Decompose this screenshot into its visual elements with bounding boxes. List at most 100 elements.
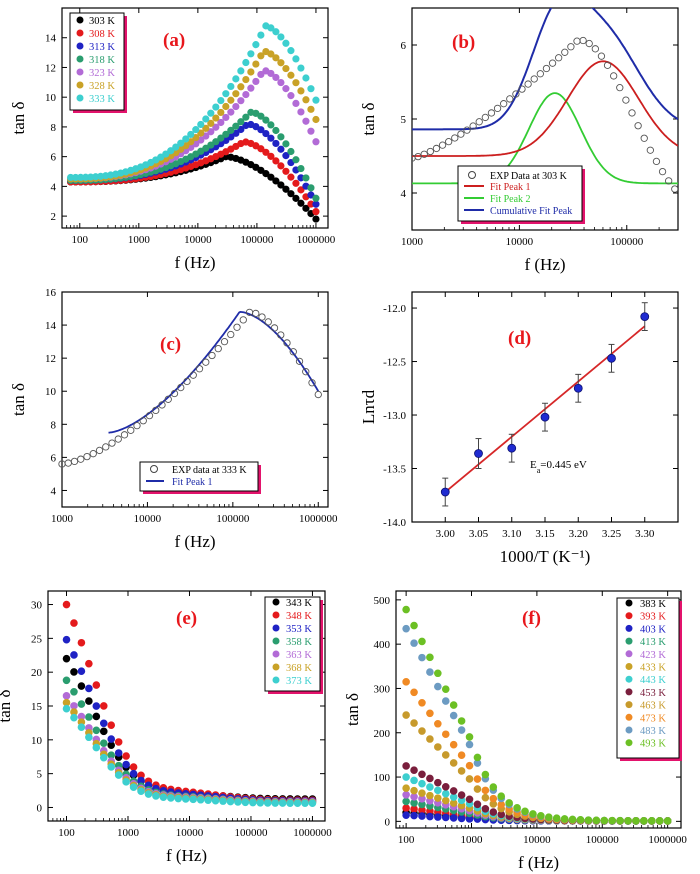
x-tick-label: 1000000 (297, 234, 336, 246)
data-point (292, 194, 300, 202)
data-point (287, 71, 295, 79)
y-tick-label: 5 (37, 769, 43, 781)
data-point (518, 85, 526, 93)
data-point (77, 667, 86, 676)
data-point (77, 455, 85, 463)
x-tick-label: 10000 (176, 827, 204, 839)
data-point (441, 751, 450, 759)
x-tick-label: 1000 (461, 834, 484, 846)
y-tick-label: 14 (45, 33, 57, 45)
data-point (62, 704, 71, 713)
data-point (307, 105, 315, 113)
data-point (286, 799, 294, 807)
x-axis-title: f (Hz) (174, 253, 215, 272)
fit-peak-2-line (412, 92, 678, 185)
legend-marker (76, 29, 84, 37)
data-point (465, 733, 474, 741)
y-tick-label: 5 (401, 114, 407, 126)
data-point (573, 383, 583, 393)
data-point (418, 770, 426, 779)
data-point (434, 794, 442, 802)
data-point (457, 767, 466, 775)
data-point (420, 150, 428, 158)
data-point (70, 668, 78, 676)
data-point (232, 90, 240, 98)
data-point (312, 200, 320, 208)
data-point (108, 439, 116, 447)
data-point (410, 805, 418, 813)
legend-marker (76, 16, 84, 24)
y-axis-title: tan δ (0, 689, 14, 722)
y-tick-label: 200 (374, 728, 391, 740)
panel-label: (d) (508, 328, 531, 349)
data-point (167, 794, 175, 802)
x-tick-label: 1000 (401, 236, 424, 248)
data-point (426, 783, 434, 791)
data-point (92, 743, 101, 752)
data-point (616, 84, 624, 92)
data-point (157, 153, 165, 161)
data-point (481, 786, 490, 795)
data-point (434, 813, 442, 821)
data-point (287, 92, 295, 100)
data-point (418, 779, 426, 788)
data-point (189, 371, 197, 379)
data-point (312, 96, 320, 104)
legend-marker (76, 81, 84, 89)
data-point (418, 789, 426, 797)
legend-label: 483 K (640, 726, 666, 737)
data-point (474, 449, 483, 458)
data-point (307, 127, 315, 135)
data-point (282, 140, 290, 148)
data-point (426, 709, 434, 718)
data-point (233, 323, 241, 331)
data-point (264, 318, 272, 326)
x-tick-label: 100000 (216, 513, 250, 525)
data-point (489, 783, 498, 791)
data-point (524, 80, 532, 88)
legend-label: 453 K (640, 688, 666, 699)
data-point (402, 811, 410, 819)
data-point (107, 721, 116, 729)
data-point (196, 795, 205, 804)
data-point (133, 421, 141, 430)
data-point (102, 443, 110, 451)
data-point (295, 357, 304, 365)
data-point (207, 109, 215, 117)
data-point (257, 145, 265, 153)
data-point (217, 108, 225, 117)
data-point (77, 723, 86, 731)
x-tick-label: 100 (72, 234, 89, 246)
legend-marker (625, 637, 633, 645)
data-point (652, 157, 661, 166)
data-point (597, 52, 606, 60)
data-point (292, 179, 300, 187)
data-point (465, 740, 474, 749)
data-point (282, 39, 290, 47)
y-tick-label: 4 (51, 485, 57, 497)
data-point (232, 102, 240, 111)
data-point (410, 792, 418, 801)
legend-marker (625, 624, 633, 632)
legend-marker (625, 739, 633, 747)
data-point (521, 807, 529, 816)
data-point (507, 443, 517, 453)
legend-marker (625, 688, 633, 696)
data-point (257, 112, 265, 120)
data-point (122, 778, 130, 786)
y-tick-label: -14.0 (383, 517, 406, 529)
legend-label: 443 K (640, 675, 666, 686)
y-tick-label: 30 (31, 600, 43, 612)
data-point (451, 134, 459, 142)
data-point (99, 727, 108, 736)
data-point (603, 61, 612, 69)
data-point (469, 122, 477, 130)
data-point (282, 167, 290, 175)
panel-label: (f) (522, 608, 541, 629)
data-point (646, 146, 654, 154)
legend-label: 343 K (286, 598, 312, 609)
data-point (267, 24, 275, 32)
data-point (506, 95, 514, 103)
data-point (465, 795, 474, 804)
data-point (70, 457, 79, 466)
